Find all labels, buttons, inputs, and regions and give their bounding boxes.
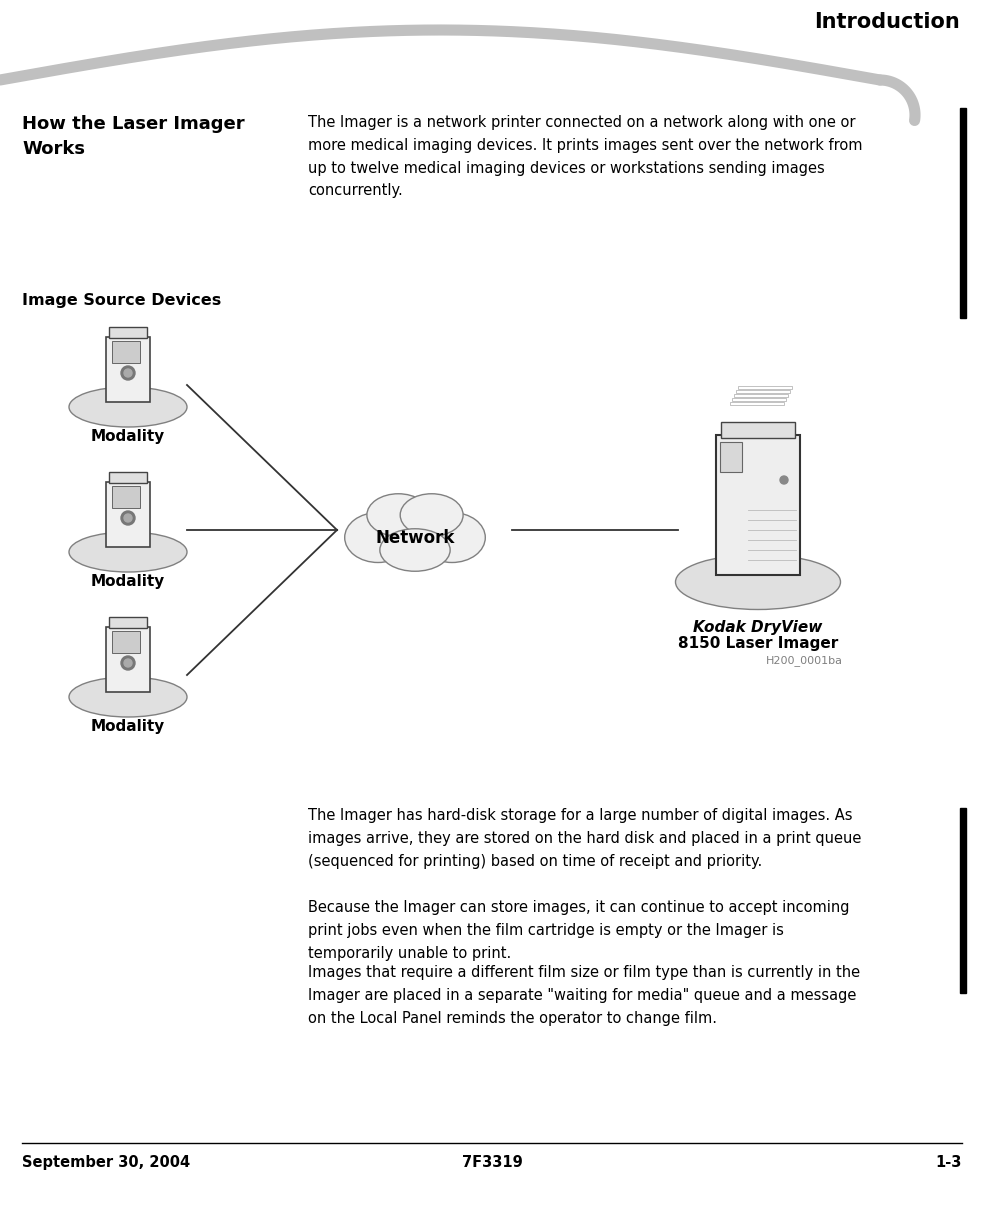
Bar	[960, 807, 966, 993]
Circle shape	[124, 369, 132, 377]
Text: H200_0001ba: H200_0001ba	[766, 655, 843, 666]
Bar	[109, 327, 147, 338]
Bar	[960, 107, 966, 317]
Circle shape	[124, 659, 132, 667]
Circle shape	[121, 511, 135, 525]
Text: 1-3: 1-3	[936, 1155, 962, 1170]
Bar	[106, 626, 150, 692]
Ellipse shape	[675, 554, 840, 610]
Bar	[738, 386, 792, 389]
Text: 8150 Laser Imager: 8150 Laser Imager	[678, 636, 838, 651]
Text: Kodak DryView: Kodak DryView	[694, 620, 823, 635]
Ellipse shape	[344, 513, 411, 562]
Ellipse shape	[367, 497, 463, 562]
Text: Modality: Modality	[91, 575, 165, 589]
Text: September 30, 2004: September 30, 2004	[22, 1155, 190, 1170]
Bar	[106, 337, 150, 402]
Bar	[109, 617, 147, 628]
Text: The Imager has hard-disk storage for a large number of digital images. As
images: The Imager has hard-disk storage for a l…	[308, 807, 861, 869]
Bar	[732, 398, 786, 401]
Ellipse shape	[380, 529, 450, 571]
Ellipse shape	[69, 532, 187, 572]
Text: Image Source Devices: Image Source Devices	[22, 293, 221, 308]
Circle shape	[780, 476, 788, 484]
Ellipse shape	[400, 494, 463, 536]
Ellipse shape	[69, 387, 187, 427]
Text: Because the Imager can store images, it can continue to accept incoming
print jo: Because the Imager can store images, it …	[308, 900, 849, 961]
Bar	[112, 342, 140, 363]
Bar	[112, 486, 140, 508]
Ellipse shape	[367, 494, 430, 536]
Circle shape	[121, 655, 135, 670]
Text: How the Laser Imager
Works: How the Laser Imager Works	[22, 115, 245, 158]
Text: The Imager is a network printer connected on a network along with one or
more me: The Imager is a network printer connecte…	[308, 115, 863, 198]
Circle shape	[124, 514, 132, 521]
Bar	[720, 442, 742, 472]
Text: 7F3319: 7F3319	[461, 1155, 523, 1170]
Ellipse shape	[69, 677, 187, 717]
Bar	[736, 390, 790, 393]
Bar	[734, 393, 788, 397]
Bar	[112, 631, 140, 653]
Ellipse shape	[419, 513, 485, 562]
Bar	[716, 435, 800, 575]
Bar	[106, 482, 150, 547]
Bar	[721, 422, 795, 438]
Bar	[730, 402, 784, 406]
Text: Images that require a different film size or film type than is currently in the
: Images that require a different film siz…	[308, 966, 860, 1026]
Circle shape	[121, 366, 135, 380]
Text: Modality: Modality	[91, 719, 165, 734]
Text: Modality: Modality	[91, 428, 165, 444]
Bar	[109, 472, 147, 483]
Text: Network: Network	[375, 529, 455, 547]
Text: Introduction: Introduction	[814, 12, 960, 33]
